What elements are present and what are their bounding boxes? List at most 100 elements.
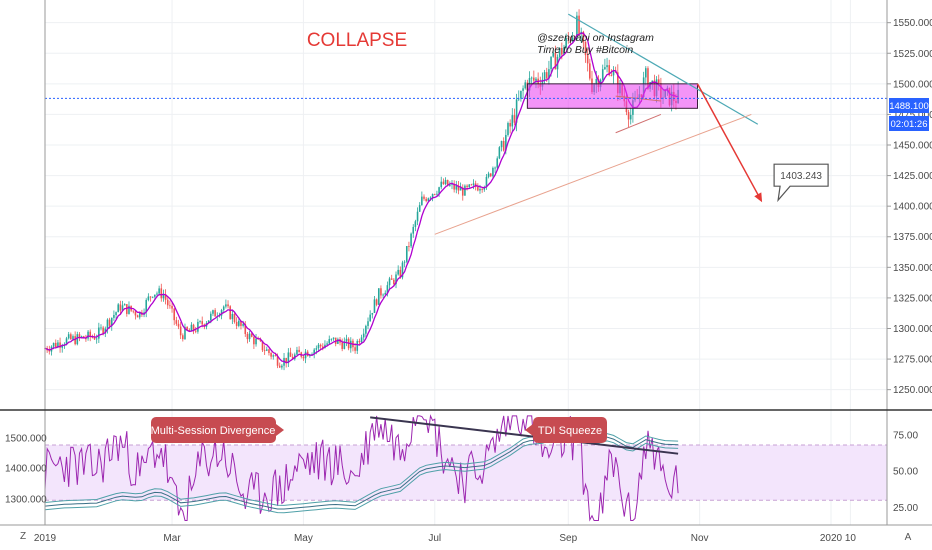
candle-body [481,189,483,190]
candle-body [550,56,552,70]
candle-body [367,321,369,326]
candle-body [235,321,238,326]
squeeze-label[interactable]: TDI Squeeze [525,417,607,443]
time-axis[interactable]: 2019 Mar May Jul Sep Nov 2020 10 [34,533,857,544]
candle-body [304,351,307,359]
candle-body [589,63,591,79]
candle-body [554,52,557,70]
candle-body [375,299,378,305]
price-axis[interactable]: 1550.000 1525.000 1500.000 1475.000 1450.000… [887,18,932,396]
candle-body [548,69,550,79]
auto-scale-letter: A [905,532,912,543]
candle-body [371,312,374,315]
candle-body [530,77,533,79]
candle-body [586,55,589,64]
current-price-tag: 1488.100 [889,98,929,113]
candle-body [386,285,389,293]
candle-body [151,296,154,298]
candle-body [274,355,277,357]
divergence-label-text: Multi-Session Divergence [151,425,276,437]
candle-body [85,338,87,340]
divergence-line[interactable] [370,416,679,455]
pennant-line-lower[interactable] [615,113,662,134]
candle-body [117,304,120,313]
candle-body [647,68,649,89]
candle-body [373,299,376,313]
tdi-band [45,444,887,501]
candle-body [472,183,475,185]
candle-body [563,47,565,55]
candle-body [576,15,578,39]
candle-body [48,350,51,352]
indicator-right-tick: 75.00 [893,430,918,441]
candle-body [558,47,561,57]
annotation-buy: Time to Buy #Bitcoin [537,44,633,56]
candle-body [438,187,440,194]
price-tick-label: 1250.000 [893,385,932,396]
candle-body [210,313,212,321]
candle-body [427,198,430,202]
timezone-button[interactable]: Z [16,528,30,542]
candle-body [199,321,201,322]
divergence-label[interactable]: Multi-Session Divergence [151,417,284,443]
candle-body [80,336,83,338]
candle-body [313,349,315,355]
price-tick-label: 1350.000 [893,263,932,274]
resistance-zone[interactable] [526,83,698,109]
candle-body [317,344,320,349]
candle-body [108,319,111,326]
candle-body [242,323,244,326]
candle-body [246,334,249,340]
ascending-trendline[interactable] [434,113,752,235]
candle-body [395,274,397,285]
time-tick-label: Sep [559,533,577,544]
candle-body [451,183,453,185]
projection-arrow[interactable] [696,83,760,198]
candle-body [212,310,214,314]
price-tick-label: 1550.000 [893,18,932,29]
candle-body [345,338,348,342]
squeeze-label-text: TDI Squeeze [538,425,602,437]
candle-body [76,334,79,345]
candle-body [315,348,318,350]
candle-body [166,299,169,306]
candle-body [612,70,615,76]
candle-body [222,306,225,311]
timezone-letter: Z [20,531,26,542]
candle-body [278,365,281,368]
candle-body [188,329,191,331]
candle-body [349,340,352,349]
candle-body [281,365,283,368]
candle-body [354,347,356,351]
candle-body [502,141,505,151]
candle-body [470,184,473,186]
candle-body [408,246,410,247]
candle-body [569,38,572,42]
time-tick-label: 2019 [34,533,57,544]
candle-body [138,312,141,318]
candle-body [567,37,570,39]
auto-scale-button[interactable]: A [900,528,916,544]
price-tick-label: 1375.000 [893,232,932,243]
candle-body [190,324,193,331]
candle-body [61,346,64,348]
candle-body [270,352,272,357]
candle-body [328,339,331,344]
candle-body [380,288,382,296]
candle-body [561,47,563,55]
countdown-text: 02:01:26 [891,119,928,130]
candle-body [253,336,255,345]
candle-body [517,98,520,100]
target-callout[interactable]: 1403.243 [773,163,829,203]
candle-body [601,69,604,80]
candle-body [54,342,57,348]
chart-title: COLLAPSE [307,30,407,51]
indicator-axes[interactable]: 1500.000 1400.000 1300.000 75.00 50.00 25.00 [5,430,918,514]
candle-body [505,135,507,151]
candle-body [285,357,287,364]
descending-trendline[interactable] [567,13,759,125]
candle-body [449,184,451,186]
candle-body [119,304,122,311]
candle-body [248,333,251,340]
